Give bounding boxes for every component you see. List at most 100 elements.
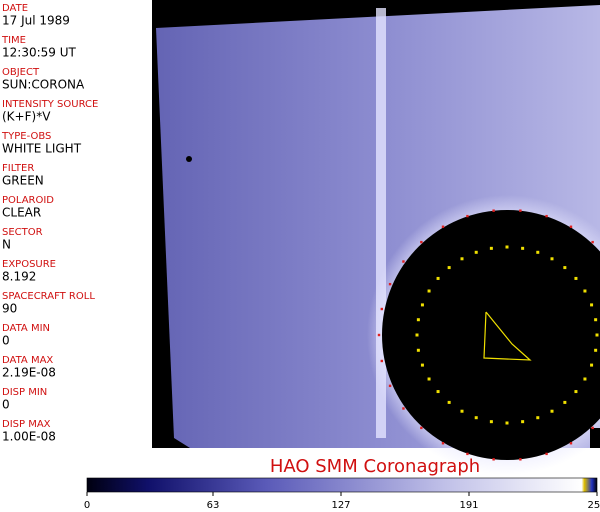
field-value: 90	[2, 302, 17, 316]
marker-dot	[460, 409, 464, 413]
marker-dot	[388, 282, 392, 286]
marker-dot	[420, 426, 423, 430]
marker-dot	[436, 390, 440, 394]
field-label: SPACECRAFT ROLL	[2, 291, 95, 302]
occulter	[382, 210, 600, 460]
marker-dot	[441, 225, 445, 228]
field-label: POLAROID	[2, 195, 54, 206]
marker-dot	[536, 416, 540, 420]
marker-dot	[436, 276, 440, 280]
field-label: INTENSITY SOURCE	[2, 99, 98, 110]
field-value: (K+F)*V	[2, 110, 51, 124]
colorbar-tick-label: 63	[207, 500, 220, 511]
colorbar	[86, 477, 598, 493]
marker-dot	[474, 250, 478, 254]
marker-dot	[380, 307, 383, 311]
marker-dot	[492, 458, 495, 461]
marker-dot	[420, 363, 424, 367]
marker-dot	[420, 240, 423, 244]
pylon-outline	[483, 311, 532, 361]
field-value: N	[2, 238, 11, 252]
field-value: 0	[2, 334, 10, 348]
marker-dot	[545, 214, 548, 218]
marker-dot	[447, 400, 451, 404]
spot	[186, 156, 192, 162]
field-label: DATE	[2, 3, 28, 14]
marker-dot	[583, 289, 587, 293]
marker-dot	[536, 250, 540, 254]
marker-dot	[583, 377, 587, 381]
marker-dot	[388, 384, 392, 388]
field-value: 0	[2, 398, 10, 412]
marker-dot	[474, 416, 478, 420]
marker-dot	[402, 407, 405, 410]
marker-dot	[550, 257, 554, 261]
field-value: WHITE LIGHT	[2, 142, 82, 156]
marker-dot	[505, 421, 509, 425]
field-label: DISP MAX	[2, 419, 51, 430]
field-value: GREEN	[2, 174, 44, 188]
marker-dot	[380, 359, 383, 363]
marker-dot	[466, 214, 469, 218]
marker-dot	[590, 303, 594, 307]
field-label: DATA MIN	[2, 323, 50, 334]
field-label: SECTOR	[2, 227, 43, 238]
marker-dot	[574, 390, 578, 394]
field-label: EXPOSURE	[2, 259, 56, 270]
marker-dot	[545, 452, 548, 456]
marker-dot	[563, 266, 567, 270]
marker-dot	[489, 246, 493, 250]
marker-dot	[591, 240, 594, 244]
field-value: 2.19E-08	[2, 366, 56, 380]
colorbar-tick-label: 191	[459, 500, 478, 511]
corner	[590, 428, 600, 448]
marker-dot	[505, 245, 509, 249]
marker-dot	[550, 409, 554, 413]
field-value: SUN:CORONA	[2, 78, 85, 92]
marker-dot	[415, 333, 419, 337]
marker-dot	[441, 442, 445, 445]
colorbar-tick-label: 255	[587, 500, 600, 511]
marker-dot	[492, 209, 495, 212]
field-value: 17 Jul 1989	[2, 14, 70, 28]
marker-dot	[521, 246, 525, 250]
marker-dot	[427, 377, 431, 381]
marker-dot	[521, 420, 525, 424]
marker-dot	[563, 400, 567, 404]
field-label: OBJECT	[2, 67, 40, 78]
marker-dot	[466, 452, 469, 456]
field-value: CLEAR	[2, 206, 41, 220]
marker-dot	[416, 348, 420, 352]
marker-dot	[460, 257, 464, 261]
marker-dot	[402, 260, 405, 263]
marker-dot	[489, 420, 493, 424]
streamer	[376, 8, 386, 438]
marker-dot	[595, 333, 599, 337]
field-label: FILTER	[2, 163, 34, 174]
marker-dot	[519, 458, 522, 461]
colorbar-tick-label: 0	[84, 500, 90, 511]
field-label: DATA MAX	[2, 355, 53, 366]
marker-dot	[427, 289, 431, 293]
field-label: TIME	[1, 35, 26, 46]
field-label: TYPE-OBS	[1, 131, 51, 142]
marker-dot	[574, 276, 578, 280]
marker-dot	[447, 266, 451, 270]
marker-dot	[590, 363, 594, 367]
colorbar-tick-label: 127	[331, 500, 350, 511]
marker-dot	[377, 333, 381, 337]
title: HAO SMM Coronagraph	[270, 456, 480, 477]
marker-dot	[594, 318, 598, 322]
marker-dot	[591, 426, 594, 430]
field-value: 1.00E-08	[2, 430, 56, 444]
field-label: DISP MIN	[2, 387, 47, 398]
marker-dot	[519, 209, 522, 212]
field-value: 8.192	[2, 270, 36, 284]
field-value: 12:30:59 UT	[2, 46, 76, 60]
marker-dot	[569, 225, 573, 228]
marker-dot	[569, 442, 573, 445]
marker-dot	[416, 318, 420, 322]
marker-dot	[420, 303, 424, 307]
marker-dot	[594, 348, 598, 352]
